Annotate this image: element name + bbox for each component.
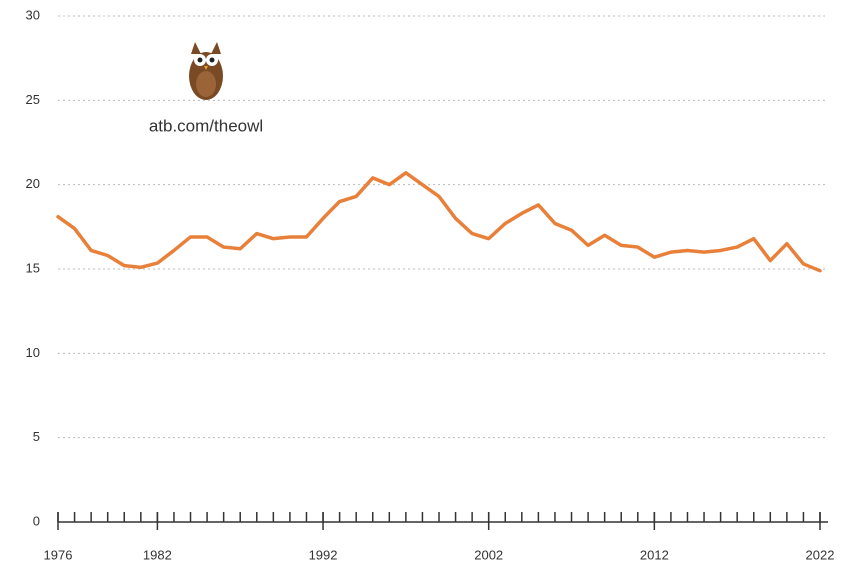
- y-tick-label: 0: [33, 513, 40, 528]
- x-tick-label: 1992: [309, 547, 338, 562]
- chart: atb.com/theowl 0 5 10 15 20 25 30 1976 1982 1992 2…: [0, 0, 860, 569]
- x-tick-label: 1982: [143, 547, 172, 562]
- y-tick-label: 30: [26, 7, 40, 22]
- y-tick-label: 15: [26, 260, 40, 275]
- x-tick-label: 2022: [806, 547, 835, 562]
- owl-logo: [189, 42, 223, 100]
- y-tick-label: 5: [33, 429, 40, 444]
- annotation: atb.com/theowl: [149, 116, 263, 135]
- x-tick-label: 2002: [474, 547, 503, 562]
- y-tick-label: 20: [26, 176, 40, 191]
- y-tick-label: 10: [26, 345, 40, 360]
- x-tick-label: 2012: [640, 547, 669, 562]
- page: {"chart_data": {"type": "line", "annotat…: [0, 0, 860, 569]
- y-tick-label: 25: [26, 92, 40, 107]
- x-tick-label: 1976: [44, 547, 73, 562]
- data-line: [58, 173, 820, 271]
